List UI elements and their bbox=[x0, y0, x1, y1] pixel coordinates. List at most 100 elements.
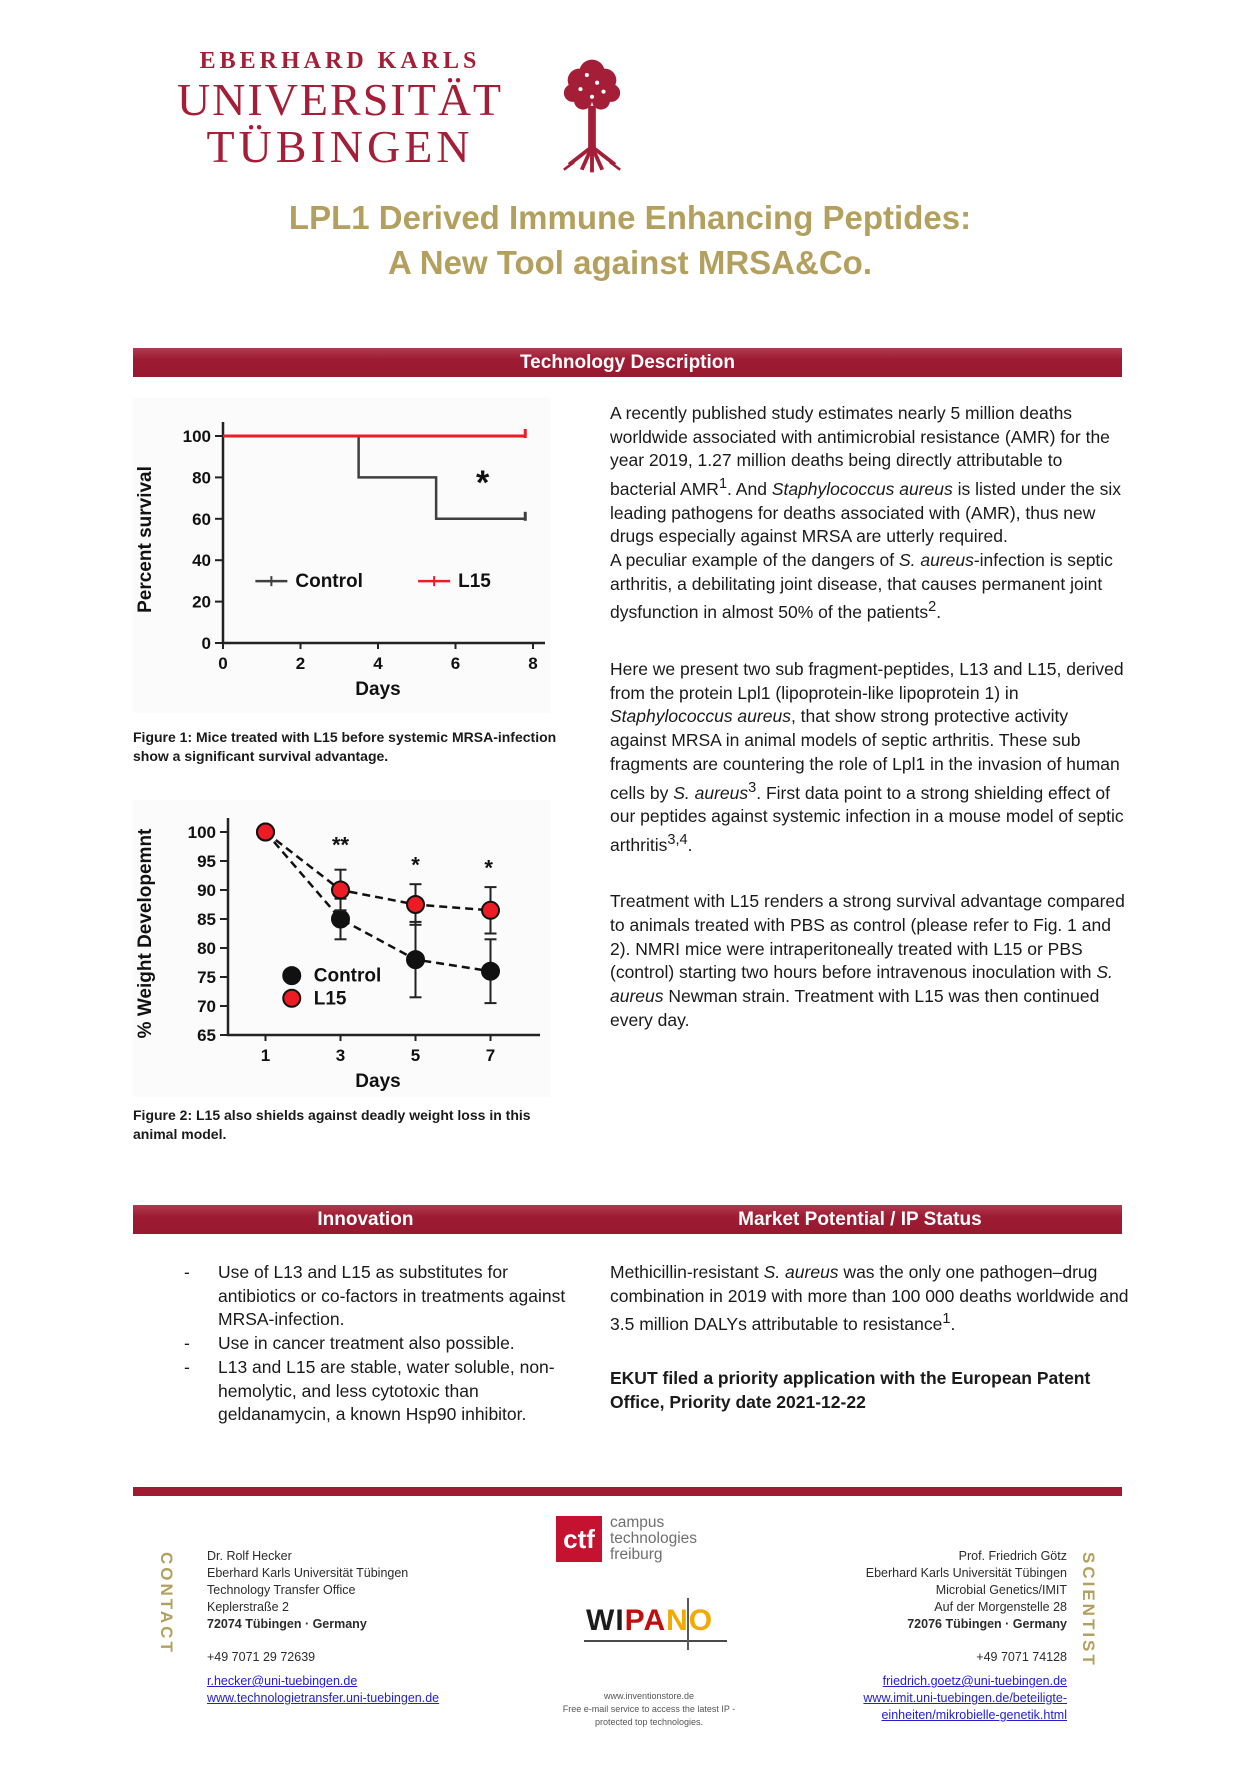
contact-links: r.hecker@uni-tuebingen.de www.technologie… bbox=[207, 1673, 507, 1707]
svg-text:85: 85 bbox=[197, 910, 216, 929]
scientist-links: friedrich.goetz@uni-tuebingen.de www.imit… bbox=[755, 1673, 1067, 1724]
svg-text:4: 4 bbox=[373, 654, 383, 673]
contact-city-line: 72074 Tübingen · Germany bbox=[207, 1617, 367, 1631]
spacer bbox=[755, 1666, 1067, 1673]
svg-text:L15: L15 bbox=[314, 988, 347, 1009]
inventionstore-note: www.inventionstore.de Free e-mail service… bbox=[516, 1690, 782, 1729]
section-banner-innovation-market: Innovation Market Potential / IP Status bbox=[133, 1205, 1122, 1234]
innovation-banner-label: Innovation bbox=[317, 1208, 414, 1230]
innovation-bullet-list: - Use of L13 and L15 as substitutes for a… bbox=[170, 1261, 582, 1427]
footer-line: protected top technologies. bbox=[594, 1717, 704, 1727]
spacer bbox=[207, 1633, 507, 1649]
svg-text:**: ** bbox=[332, 832, 350, 857]
technology-description-text: A recently published study estimates nea… bbox=[610, 402, 1127, 1032]
footer-link[interactable]: r.hecker@uni-tuebingen.de bbox=[207, 1674, 358, 1688]
footer-line: Technology Transfer Office bbox=[207, 1583, 356, 1597]
paragraph-amr-study: A recently published study estimates nea… bbox=[610, 402, 1127, 625]
svg-text:6: 6 bbox=[451, 654, 460, 673]
footer-line: freiburg bbox=[610, 1546, 663, 1563]
svg-text:Days: Days bbox=[355, 1071, 400, 1092]
page-title-line-2: A New Tool against MRSA&Co. bbox=[387, 243, 872, 281]
footer-line: Free e-mail service to access the latest… bbox=[562, 1704, 736, 1714]
svg-text:100: 100 bbox=[183, 427, 211, 446]
page-title-line-1: LPL1 Derived Immune Enhancing Peptides: bbox=[288, 199, 972, 236]
contact-lines: Dr. Rolf Hecker Eberhard Karls Universitä… bbox=[207, 1548, 507, 1616]
svg-text:Days: Days bbox=[355, 679, 400, 700]
footer-line: Dr. Rolf Hecker bbox=[207, 1549, 292, 1563]
footer-line: Microbial Genetics/IMIT bbox=[935, 1583, 1067, 1597]
figure-2-weight-chart: 1 3 5 7 65 70 75 80 85 90 95 100 ** * * Control L15 Days%… bbox=[133, 800, 550, 1097]
svg-text:0: 0 bbox=[218, 654, 227, 673]
footer-line: Prof. Friedrich Götz bbox=[958, 1549, 1067, 1563]
svg-text:70: 70 bbox=[197, 997, 216, 1016]
scientist-lines: Prof. Friedrich Götz Eberhard Karls Unive… bbox=[755, 1548, 1067, 1616]
paragraph-treatment: Treatment with L15 renders a strong surv… bbox=[610, 891, 1125, 1030]
svg-text:*: * bbox=[484, 856, 493, 881]
svg-text:1: 1 bbox=[261, 1046, 270, 1065]
svg-text:80: 80 bbox=[197, 939, 216, 958]
section-banner-technology: Technology Description bbox=[133, 348, 1122, 377]
footer-line: Eberhard Karls Universität Tübingen bbox=[207, 1566, 409, 1580]
footer-divider bbox=[133, 1487, 1122, 1496]
ctf-logo: ctf bbox=[556, 1516, 602, 1562]
footer-link[interactable]: www.imit.uni-tuebingen.de/beteiligte-ein… bbox=[863, 1691, 1067, 1722]
svg-text:100: 100 bbox=[188, 823, 216, 842]
svg-text:0: 0 bbox=[202, 634, 211, 653]
svg-text:*: * bbox=[411, 853, 420, 878]
paragraph-patent: EKUT filed a priority application with t… bbox=[610, 1367, 1091, 1412]
svg-text:Percent survival: Percent survival bbox=[135, 466, 156, 613]
svg-text:Control: Control bbox=[314, 966, 382, 987]
contact-block: Dr. Rolf Hecker Eberhard Karls Universitä… bbox=[207, 1548, 507, 1707]
paragraph-market: Methicillin-resistant S. aureus was the … bbox=[610, 1262, 1129, 1335]
scientist-vertical-label: SCIENTIST bbox=[1079, 1552, 1098, 1668]
svg-text:2: 2 bbox=[296, 654, 305, 673]
figure-1-caption: Figure 1: Mice treated with L15 before s… bbox=[133, 729, 557, 764]
spacer bbox=[207, 1666, 507, 1673]
market-potential-text: Methicillin-resistant S. aureus was the … bbox=[610, 1261, 1130, 1414]
technology-banner-label: Technology Description bbox=[519, 351, 735, 373]
logo-line-3: TÜBINGEN bbox=[206, 121, 474, 172]
svg-text:Control: Control bbox=[295, 571, 363, 592]
svg-text:*: * bbox=[476, 464, 490, 502]
logo-line-1: EBERHARD KARLS bbox=[199, 48, 481, 74]
wipano-vertical-line bbox=[687, 1598, 690, 1650]
bullet-item: - Use in cancer treatment also possible. bbox=[184, 1333, 515, 1354]
svg-text:65: 65 bbox=[197, 1026, 216, 1045]
scientist-phone: +49 7071 74128 bbox=[976, 1650, 1067, 1664]
logo-line-2: UNIVERSITÄT bbox=[176, 74, 504, 125]
svg-text:3: 3 bbox=[336, 1046, 345, 1065]
svg-text:5: 5 bbox=[411, 1046, 420, 1065]
footer-line: Keplerstraße 2 bbox=[207, 1600, 289, 1614]
wipano-part-2: PA bbox=[624, 1604, 667, 1637]
ctf-logo-text: ctf bbox=[563, 1523, 595, 1554]
footer-link[interactable]: friedrich.goetz@uni-tuebingen.de bbox=[882, 1674, 1067, 1688]
bullet-item: - Use of L13 and L15 as substitutes for a… bbox=[184, 1262, 566, 1330]
scientist-block: Prof. Friedrich Götz Eberhard Karls Unive… bbox=[755, 1548, 1067, 1724]
footer-line: campus bbox=[610, 1514, 665, 1531]
svg-text:L15: L15 bbox=[458, 571, 491, 592]
paragraph-amr-study-part2: A peculiar example of the dangers of S. … bbox=[610, 550, 1113, 623]
figure-2-caption: Figure 2: L15 also shields against deadl… bbox=[133, 1107, 531, 1142]
svg-text:8: 8 bbox=[528, 654, 537, 673]
wipano-logo: WIPANO bbox=[584, 1598, 728, 1650]
university-logo: EBERHARD KARLS UNIVERSITÄT TÜBINGEN bbox=[140, 48, 540, 171]
market-banner-label: Market Potential / IP Status bbox=[738, 1208, 982, 1230]
spacer bbox=[755, 1633, 1067, 1649]
page-title: LPL1 Derived Immune Enhancing Peptides: … bbox=[0, 196, 1260, 285]
wipano-part-3: NO bbox=[666, 1604, 714, 1637]
svg-text:20: 20 bbox=[192, 593, 211, 612]
svg-text:95: 95 bbox=[197, 852, 216, 871]
svg-text:60: 60 bbox=[192, 510, 211, 529]
svg-text:7: 7 bbox=[486, 1046, 495, 1065]
bullet-item: - L13 and L15 are stable, water soluble, … bbox=[184, 1356, 555, 1425]
footer-link[interactable]: www.technologietransfer.uni-tuebingen.de bbox=[207, 1691, 440, 1705]
svg-text:90: 90 bbox=[197, 881, 216, 900]
svg-text:75: 75 bbox=[197, 968, 216, 987]
svg-text:% Weight Developemnt: % Weight Developemnt bbox=[135, 828, 156, 1038]
ctf-wordmark: campus technologies freiburg bbox=[610, 1515, 697, 1563]
scientist-city-line: 72076 Tübingen · Germany bbox=[907, 1617, 1067, 1631]
paragraph-peptides: Here we present two sub fragment-peptide… bbox=[610, 658, 1124, 855]
